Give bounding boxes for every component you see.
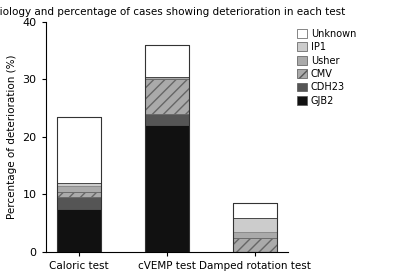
- Bar: [233, 203, 277, 217]
- Bar: [145, 45, 189, 76]
- Bar: [57, 117, 101, 183]
- Bar: [145, 114, 189, 125]
- Bar: [233, 203, 277, 252]
- Title: Etiology and percentage of cases showing deterioration in each test: Etiology and percentage of cases showing…: [0, 7, 345, 17]
- Bar: [233, 232, 277, 238]
- Legend: Unknown, IP1, Usher, CMV, CDH23, GJB2: Unknown, IP1, Usher, CMV, CDH23, GJB2: [295, 27, 358, 108]
- Bar: [145, 80, 189, 114]
- Bar: [145, 76, 189, 80]
- Bar: [233, 238, 277, 252]
- Bar: [57, 192, 101, 197]
- Bar: [233, 217, 277, 232]
- Y-axis label: Percentage of deterioration (%): Percentage of deterioration (%): [7, 55, 17, 219]
- Bar: [57, 186, 101, 192]
- Bar: [57, 209, 101, 252]
- Bar: [57, 117, 101, 252]
- Bar: [57, 183, 101, 186]
- Bar: [57, 197, 101, 209]
- Bar: [145, 125, 189, 252]
- Bar: [145, 45, 189, 252]
